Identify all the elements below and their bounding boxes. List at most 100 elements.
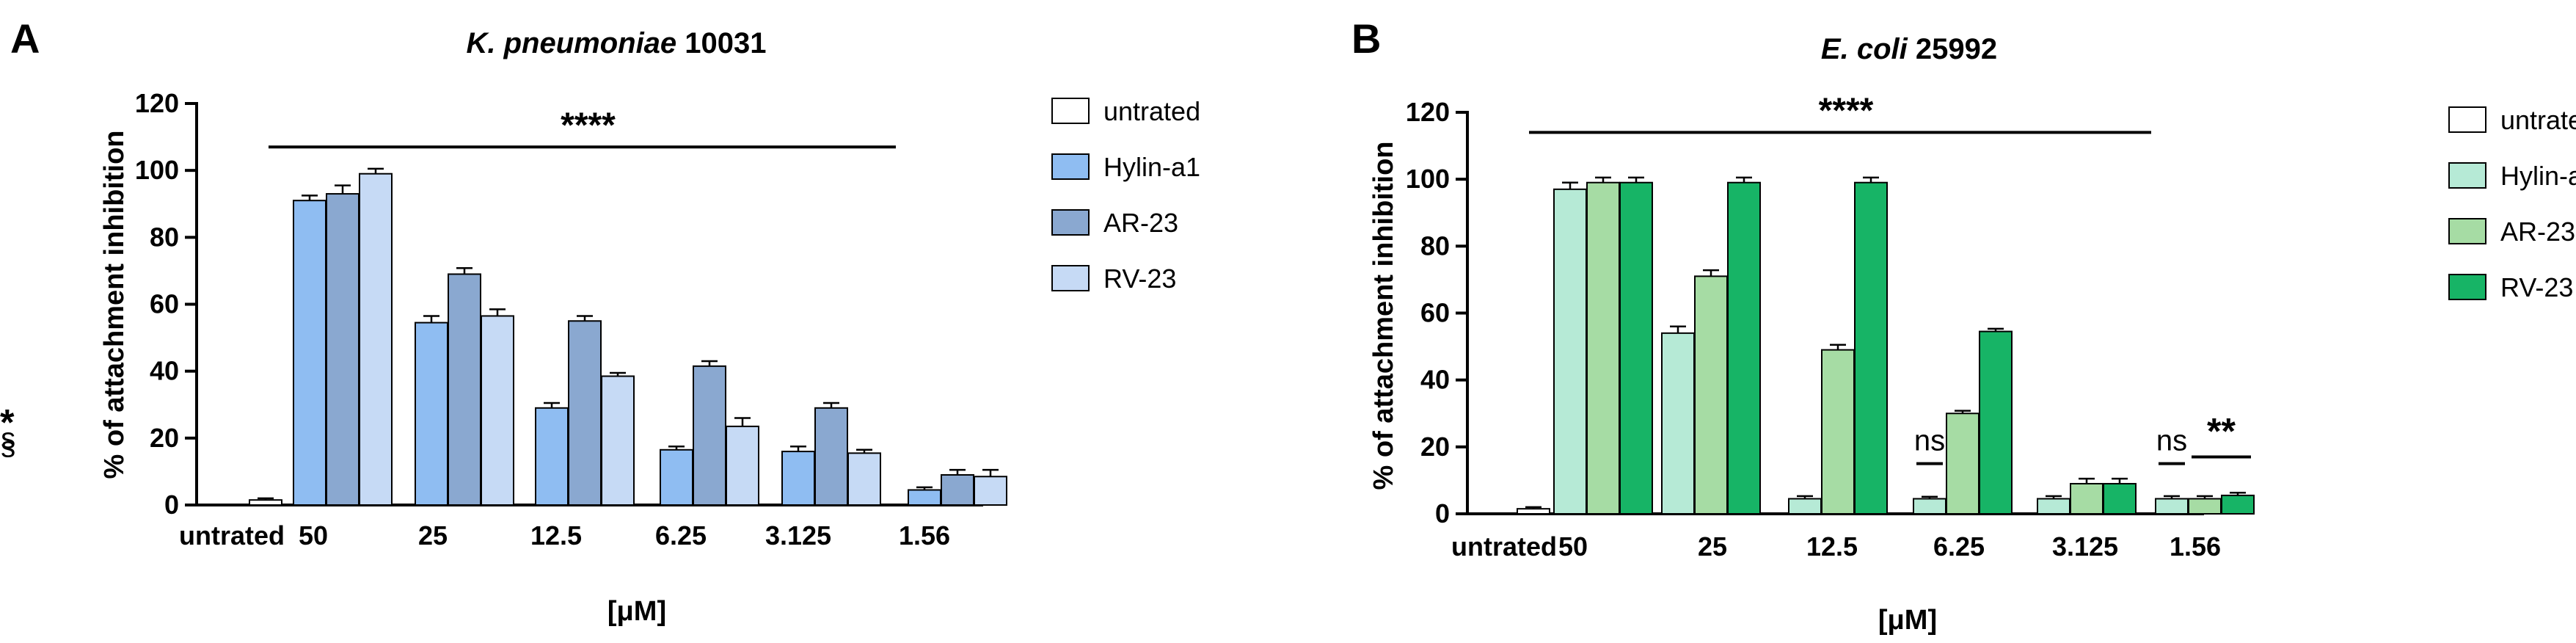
panel-a-x-axis-label: [μM] (607, 596, 666, 627)
panel-a-y-axis-label: % of attachment inhibition (99, 131, 130, 479)
panel-b-x-tick-label: 50 (1558, 531, 1588, 562)
panel-b-legend-label: RV-23 (2500, 272, 2573, 302)
panel-b-ns-label: ns (0, 432, 15, 464)
panel-a-x-tick-label: 12.5 (530, 520, 582, 551)
panel-b-legend-swatch (2448, 218, 2486, 244)
panel-a-legend-label: AR-23 (1103, 208, 1178, 238)
panel-a-bar-hylin-a1 (660, 448, 693, 506)
panel-b-bar-rv-23 (1854, 181, 1888, 515)
panel-a-bar-ar-23 (814, 407, 848, 506)
panel-b-ns-label: ns (1914, 425, 1945, 457)
panel-a-significance-label: **** (561, 106, 616, 145)
panel-b-bar-hylin-a1 (2155, 498, 2189, 515)
panel-a-title: K. pneumoniae 10031 (466, 27, 766, 59)
panel-a-y-tick-label: 80 (150, 222, 179, 252)
panel-b-y-tick-label: 20 (1420, 432, 1450, 462)
panel-a-bar-rv-23 (847, 452, 881, 506)
panel-a-bar-hylin-a1 (293, 200, 326, 506)
panel-b-x-tick-label: 12.5 (1806, 531, 1858, 562)
panel-a-legend-label: Hylin-a1 (1103, 152, 1200, 182)
panel-b-significance-label: **** (1819, 91, 1874, 130)
panel-b-legend-swatch (2448, 162, 2486, 189)
panel-a-x-tick-label: untrated (179, 520, 285, 551)
panel-b-y-tick-label: 60 (1420, 298, 1450, 328)
panel-a-bar-hylin-a1 (535, 407, 569, 506)
panel-a-plot: 0 20 40 60 80 100 120 untrated 50 25 12.5 6.25 3.125… (0, 88, 1007, 551)
panel-a-bar-rv-23 (481, 315, 514, 506)
panel-a-x-tick-label: 6.25 (655, 520, 707, 551)
panel-b-y-axis-label: % of attachment inhibition (1368, 142, 1399, 490)
panel-b-legend-label: untrated (2500, 105, 2576, 135)
panel-b-y-tick-label: 100 (1406, 164, 1450, 194)
panel-b-significance-label: ** (2207, 411, 2236, 452)
panel-b-bar-untrated (1517, 508, 1550, 515)
panel-b-legend: untrated Hylin-a1 AR-23 RV-23 (2448, 105, 2576, 302)
panel-a-bar-hylin-a1 (908, 489, 941, 506)
panel-b-x-tick-label: 25 (1698, 531, 1727, 562)
panel-b-bar-rv-23 (2103, 482, 2137, 515)
panel-a-x-tick-label: 3.125 (765, 520, 831, 551)
panel-b-bar-ar-23 (1586, 181, 1620, 515)
panel-a-x-tick-label: 50 (299, 520, 328, 551)
panel-a-bar-rv-23 (974, 476, 1007, 506)
panel-b-bar-hylin-a1 (1788, 498, 1822, 515)
panel-b-x-tick-label: 6.25 (1933, 531, 1985, 562)
panel-b-legend-label: Hylin-a1 (2500, 161, 2576, 191)
panel-a-bar-rv-23 (359, 172, 393, 506)
panel-a-y-tick-label: 120 (135, 88, 179, 118)
panel-b-title: E. coli 25992 (1821, 33, 1997, 65)
panel-b-y-tick-label: 120 (1406, 97, 1450, 127)
panel-b-bar-ar-23 (1694, 275, 1728, 515)
panel-b-bar-hylin-a1 (1553, 188, 1587, 515)
panel-a-y-tick-label: 40 (150, 356, 179, 386)
panel-b-bar-hylin-a1 (1913, 498, 1946, 515)
panel-b-bar-ar-23 (2188, 498, 2222, 515)
panel-b-bar-ar-23 (2070, 482, 2104, 515)
panel-a-legend-swatch (1051, 265, 1090, 291)
panel-a-legend: untrated Hylin-a1 AR-23 RV-23 (1051, 96, 1200, 294)
panel-a-bar-ar-23 (568, 320, 602, 506)
panel-b-legend-swatch (2448, 106, 2486, 133)
panel-a-legend-label: untrated (1103, 96, 1200, 126)
panel-a-bar-ar-23 (941, 473, 974, 506)
panel-b-x-tick-label: 1.56 (2170, 531, 2221, 562)
panel-a-legend-swatch (1051, 98, 1090, 124)
panel-a-significance-label: ** (0, 402, 15, 443)
panel-a-letter: A (10, 15, 40, 62)
panel-a-bar-rv-23 (726, 425, 759, 506)
panel-a-legend-label: RV-23 (1103, 264, 1176, 294)
panel-b-legend-label: AR-23 (2500, 217, 2575, 247)
panel-a-bar-ar-23 (693, 365, 726, 506)
panel-a-legend-swatch (1051, 209, 1090, 236)
panel-b-ns-label: ns (2156, 425, 2187, 457)
panel-b-bar-rv-23 (1619, 181, 1653, 515)
panel-b-y-tick-label: 0 (1435, 498, 1450, 528)
panel-b-bar-rv-23 (1727, 181, 1761, 515)
panel-b-x-tick-label: 3.125 (2052, 531, 2118, 562)
panel-b-y-tick-label: 40 (1420, 365, 1450, 395)
panel-a-ns-label: ns (0, 423, 15, 455)
panel-a-bar-rv-23 (601, 375, 635, 506)
panel-a-bar-untrated (249, 499, 282, 506)
panel-a-bar-ar-23 (448, 273, 481, 506)
panel-b-legend-swatch (2448, 274, 2486, 300)
panel-a-y-tick-label: 0 (164, 490, 179, 520)
panel-a-y-tick-label: 20 (150, 423, 179, 453)
panel-a-bar-ar-23 (326, 193, 360, 506)
panel-a-bar-hylin-a1 (415, 322, 448, 506)
panel-b-letter: B (1351, 15, 1381, 62)
panel-a-y-tick-label: 100 (135, 155, 179, 185)
panel-b-bar-ar-23 (1821, 349, 1855, 515)
panel-a-y-tick-label: 60 (150, 289, 179, 319)
panel-a-bar-hylin-a1 (781, 451, 815, 506)
panel-b-x-axis-label: [μM] (1878, 605, 1937, 636)
panel-a-x-tick-label: 1.56 (899, 520, 950, 551)
panel-b-bar-rv-23 (2221, 494, 2255, 515)
panel-a-legend-swatch (1051, 153, 1090, 180)
panel-a-x-tick-label: 25 (418, 520, 448, 551)
panel-b-x-tick-label: untrated (1451, 531, 1557, 562)
panel-b-bar-hylin-a1 (1661, 332, 1695, 515)
panel-b-bar-rv-23 (1979, 330, 2013, 515)
